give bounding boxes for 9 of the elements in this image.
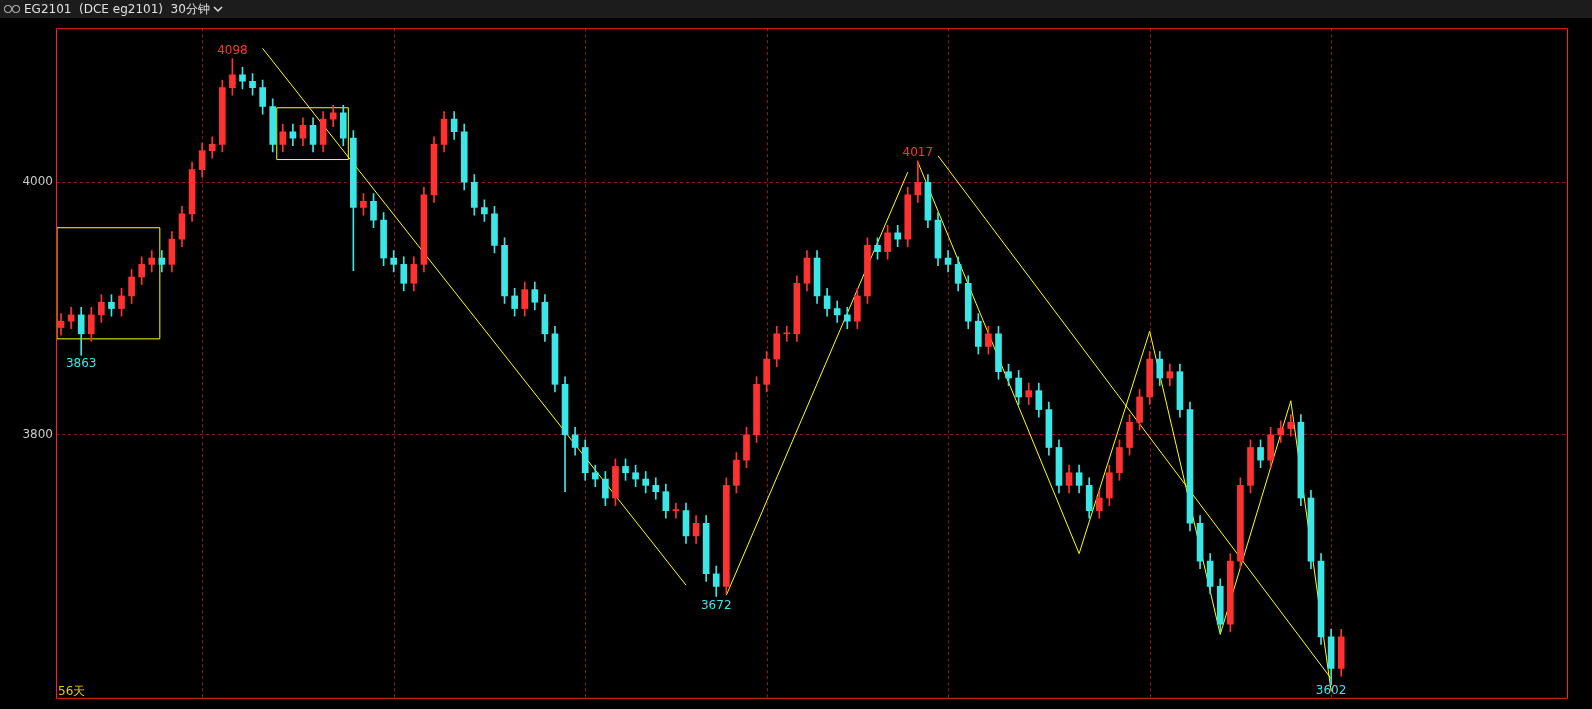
y-tick-label: 3800 xyxy=(22,426,53,441)
y-tick-label: 4000 xyxy=(22,174,53,189)
annotation: 3863 xyxy=(65,356,97,371)
chart-title: EG2101 (DCE eg2101) 30分钟 xyxy=(24,0,210,18)
annotation: 4098 xyxy=(217,42,248,57)
annotation: 3672 xyxy=(700,597,732,612)
annotation: 56天 xyxy=(58,683,86,698)
annotation: 4017 xyxy=(902,144,934,159)
annotation: 3602 xyxy=(1315,682,1347,697)
